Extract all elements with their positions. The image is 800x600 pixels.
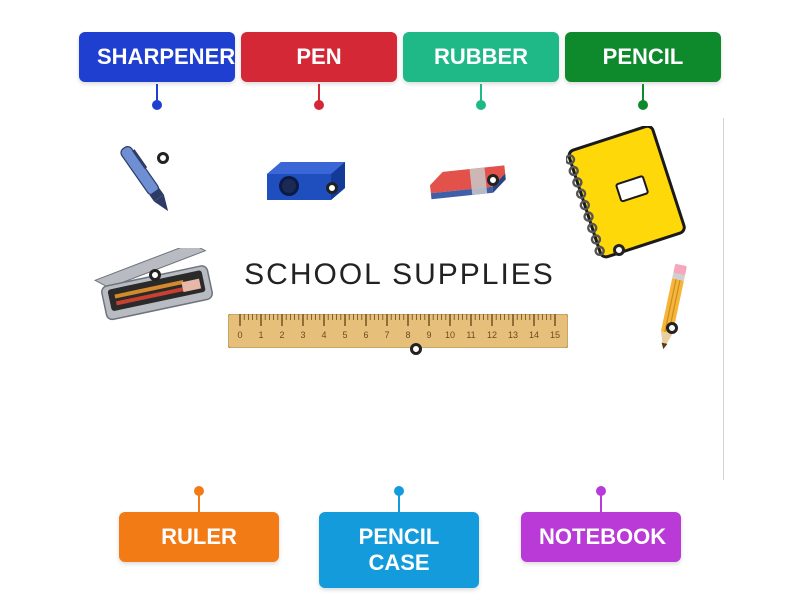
svg-text:4: 4 [321,330,326,340]
label-tag-top[interactable]: PEN [241,32,397,82]
svg-text:13: 13 [508,330,518,340]
svg-text:12: 12 [487,330,497,340]
page-title: SCHOOL SUPPLIES [244,258,555,292]
sharpener-graphic [261,150,351,210]
pen-graphic [106,133,196,223]
pin-head[interactable] [314,100,324,110]
label-tag-bottom[interactable]: NOTEBOOK [521,512,681,562]
label-text: NOTEBOOK [539,524,666,549]
sharpener-target[interactable] [326,182,338,194]
pen-target[interactable] [157,152,169,164]
label-text: RULER [161,524,237,549]
pencil-graphic [642,258,702,358]
label-tag-bottom[interactable]: PENCIL CASE [319,512,479,588]
pin-head[interactable] [194,486,204,496]
pencilcase-target[interactable] [149,269,161,281]
svg-text:5: 5 [342,330,347,340]
label-text: PENCIL [603,44,684,69]
svg-text:2: 2 [279,330,284,340]
label-tag-top[interactable]: PENCIL [565,32,721,82]
svg-text:0: 0 [237,330,242,340]
ruler-graphic: 0123456789101112131415 [228,314,568,348]
svg-text:7: 7 [384,330,389,340]
pin-connector [198,494,200,512]
label-text: PEN [296,44,341,69]
rubber-graphic [426,163,516,203]
svg-text:14: 14 [529,330,539,340]
pin-head[interactable] [476,100,486,110]
svg-text:10: 10 [445,330,455,340]
pin-head[interactable] [596,486,606,496]
svg-text:6: 6 [363,330,368,340]
pin-connector [600,494,602,512]
label-text: PENCIL CASE [359,524,440,575]
worksheet-panel: SCHOOL SUPPLIES [76,118,724,480]
svg-text:3: 3 [300,330,305,340]
pin-connector [398,494,400,512]
label-tag-top[interactable]: RUBBER [403,32,559,82]
rubber-target[interactable] [487,174,499,186]
notebook-graphic [566,126,686,266]
svg-text:11: 11 [466,330,475,340]
svg-text:9: 9 [426,330,431,340]
label-tag-bottom[interactable]: RULER [119,512,279,562]
pin-head[interactable] [394,486,404,496]
pencil-target[interactable] [666,322,678,334]
notebook-target[interactable] [613,244,625,256]
pin-head[interactable] [638,100,648,110]
pencilcase-graphic [90,248,220,318]
pin-head[interactable] [152,100,162,110]
svg-text:8: 8 [405,330,410,340]
svg-text:15: 15 [550,330,560,340]
label-text: SHARPENER [97,44,235,69]
svg-text:1: 1 [258,330,263,340]
label-tag-top[interactable]: SHARPENER [79,32,235,82]
ruler-target[interactable] [410,343,422,355]
label-text: RUBBER [434,44,528,69]
